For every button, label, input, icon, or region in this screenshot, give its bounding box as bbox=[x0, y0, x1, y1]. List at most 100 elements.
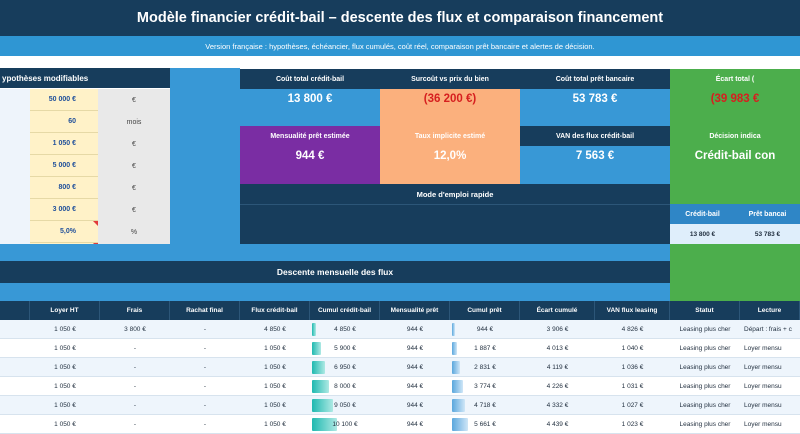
data-bar bbox=[452, 399, 465, 412]
spacer-strip bbox=[670, 261, 800, 283]
cell-van: 1 031 € bbox=[595, 377, 670, 396]
kpi-cout-credit-bail-value: 13 800 € bbox=[240, 89, 380, 109]
data-bar bbox=[312, 399, 333, 412]
cell-cumul_cb: 4 850 € bbox=[310, 320, 380, 339]
table-header[interactable]: Loyer HT bbox=[30, 301, 100, 320]
hypothesis-unit: % bbox=[98, 221, 170, 244]
kpi-spacer bbox=[670, 109, 800, 126]
hypothesis-input[interactable]: 60 bbox=[30, 111, 98, 133]
hypothesis-row: 800 € € bbox=[0, 177, 170, 200]
kpi-mensualite-value: 944 € bbox=[240, 146, 380, 166]
cell-text: 944 € bbox=[476, 325, 494, 333]
cell-frais: - bbox=[100, 358, 170, 377]
kpi-spacer bbox=[240, 109, 380, 126]
comparison-header-leasing: Crédit-bail bbox=[670, 204, 735, 224]
hypothesis-input[interactable]: 5,0% bbox=[30, 221, 98, 243]
hypothesis-label bbox=[0, 177, 30, 200]
table-row[interactable] bbox=[0, 339, 800, 358]
data-bar bbox=[452, 323, 455, 336]
comparison-value-pret: 53 783 € bbox=[735, 224, 800, 244]
data-bar bbox=[452, 361, 460, 374]
table-row[interactable] bbox=[0, 396, 800, 415]
table-header[interactable]: Écart cumulé bbox=[520, 301, 595, 320]
cell-rachat: - bbox=[170, 358, 240, 377]
cell-van: 4 826 € bbox=[595, 320, 670, 339]
cell-mens: 944 € bbox=[380, 339, 450, 358]
mode-emploi-body bbox=[240, 204, 670, 244]
table-header[interactable]: Frais bbox=[100, 301, 170, 320]
kpi-surcout-label: Surcoût vs prix du bien bbox=[380, 69, 520, 89]
table-header[interactable] bbox=[0, 301, 30, 320]
kpi-cout-pret-value: 53 783 € bbox=[520, 89, 670, 109]
mode-emploi-title: Mode d'emploi rapide bbox=[240, 184, 670, 204]
cell-lecture: Loyer mensu bbox=[740, 396, 800, 415]
hypothesis-unit: € bbox=[98, 89, 170, 112]
cell-cumul_pret: 5 661 € bbox=[450, 415, 520, 434]
cell-mens: 944 € bbox=[380, 377, 450, 396]
cell-flux: 1 050 € bbox=[240, 377, 310, 396]
cell-ecart: 4 332 € bbox=[520, 396, 595, 415]
table-header[interactable]: Rachat final bbox=[170, 301, 240, 320]
hypothesis-label bbox=[0, 89, 30, 112]
cell-cumul_pret: 1 887 € bbox=[450, 339, 520, 358]
cell-cumul_cb: 9 050 € bbox=[310, 396, 380, 415]
cell-van: 1 027 € bbox=[595, 396, 670, 415]
table-row[interactable] bbox=[0, 358, 800, 377]
cell-statut: Leasing plus cher bbox=[670, 415, 740, 434]
hypothesis-label bbox=[0, 111, 30, 134]
cell-text: 10 100 € bbox=[332, 420, 358, 428]
cell-text: 4 718 € bbox=[474, 401, 496, 409]
cell-statut: Leasing plus cher bbox=[670, 377, 740, 396]
spacer-strip bbox=[0, 283, 670, 301]
table-row[interactable] bbox=[0, 320, 800, 339]
cell-cumul_pret: 3 774 € bbox=[450, 377, 520, 396]
comparison-header-pret: Prêt bancai bbox=[735, 204, 800, 224]
hypothesis-input[interactable]: 800 € bbox=[30, 177, 98, 199]
hypothesis-input[interactable]: 3 000 € bbox=[30, 199, 98, 221]
cell-statut: Leasing plus cher bbox=[670, 339, 740, 358]
cell-text: 3 774 € bbox=[474, 382, 496, 390]
table-header[interactable]: VAN flux leasing bbox=[595, 301, 670, 320]
kpi-cout-pret-label: Coût total prêt bancaire bbox=[520, 69, 670, 89]
hypothesis-input[interactable]: 1 050 € bbox=[30, 133, 98, 155]
cell-frais: - bbox=[100, 415, 170, 434]
table-header[interactable]: Cumul prêt bbox=[450, 301, 520, 320]
page-subtitle: Version française : hypothèses, échéanci… bbox=[0, 36, 800, 56]
table-row[interactable] bbox=[0, 377, 800, 396]
cell-text: 4 850 € bbox=[334, 325, 356, 333]
cell-rachat: - bbox=[170, 320, 240, 339]
kpi-spacer bbox=[520, 109, 670, 126]
kpi-mensualite-label: Mensualité prêt estimée bbox=[240, 126, 380, 146]
spacer-strip bbox=[0, 244, 670, 261]
table-header[interactable]: Mensualité prêt bbox=[380, 301, 450, 320]
table-header[interactable]: Cumul crédit-bail bbox=[310, 301, 380, 320]
hypothesis-row: 1 050 € € bbox=[0, 133, 170, 156]
kpi-ecart-value: (39 983 € bbox=[670, 89, 800, 109]
hypothesis-row: 50 000 € € bbox=[0, 89, 170, 112]
kpi-spacer bbox=[380, 166, 520, 184]
hypothesis-label bbox=[0, 199, 30, 222]
cell-loyer: 1 050 € bbox=[30, 415, 100, 434]
cell-flux: 4 850 € bbox=[240, 320, 310, 339]
table-header[interactable]: Flux crédit-bail bbox=[240, 301, 310, 320]
cell-rachat: - bbox=[170, 415, 240, 434]
hypothesis-unit: mois bbox=[98, 111, 170, 134]
kpi-taux-value: 12,0% bbox=[380, 146, 520, 166]
cell-ecart: 4 119 € bbox=[520, 358, 595, 377]
row-index-cell bbox=[0, 358, 30, 377]
cell-ecart: 4 013 € bbox=[520, 339, 595, 358]
cell-mens: 944 € bbox=[380, 396, 450, 415]
kpi-spacer bbox=[240, 166, 380, 184]
kpi-ecart-label: Écart total ( bbox=[670, 69, 800, 89]
table-row[interactable] bbox=[0, 415, 800, 434]
cell-cumul_pret: 4 718 € bbox=[450, 396, 520, 415]
hypothesis-input[interactable]: 50 000 € bbox=[30, 89, 98, 111]
cell-flux: 1 050 € bbox=[240, 358, 310, 377]
hypothesis-input[interactable]: 5 000 € bbox=[30, 155, 98, 177]
kpi-decision-label: Décision indica bbox=[670, 126, 800, 146]
table-header[interactable]: Statut bbox=[670, 301, 740, 320]
comparison-value-leasing: 13 800 € bbox=[670, 224, 735, 244]
comment-flag-icon bbox=[93, 221, 98, 226]
table-header[interactable]: Lecture bbox=[740, 301, 800, 320]
cell-van: 1 023 € bbox=[595, 415, 670, 434]
